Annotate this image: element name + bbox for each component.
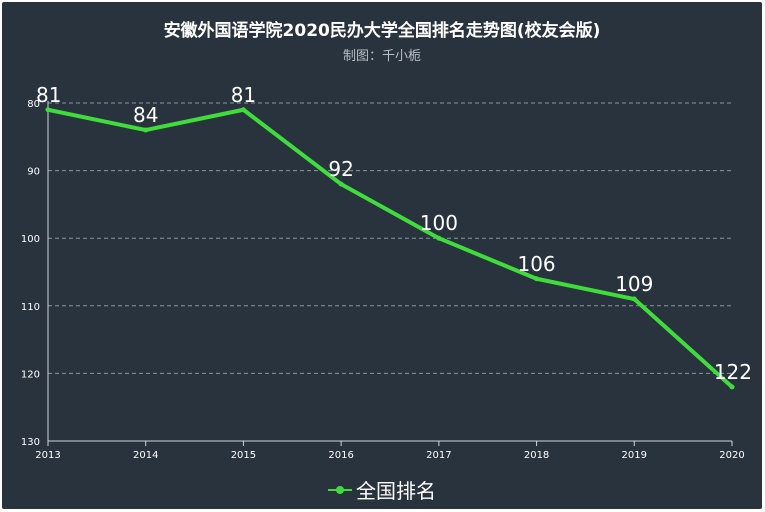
legend-label: 全国排名 (356, 479, 436, 503)
data-label: 109 (615, 272, 653, 296)
data-point (45, 107, 51, 113)
y-tick-label: 100 (21, 234, 40, 245)
data-point (143, 127, 149, 133)
legend-line-dot-icon (328, 483, 352, 497)
data-point (534, 276, 540, 282)
x-tick-label: 2019 (622, 450, 647, 461)
legend[interactable]: 全国排名 (2, 475, 762, 504)
data-label: 84 (133, 103, 158, 127)
x-tick-label: 2013 (35, 450, 60, 461)
chart-title: 安徽外国语学院2020民办大学全国排名走势图(校友会版) (163, 21, 601, 41)
data-label: 92 (328, 157, 353, 181)
x-tick-label: 2020 (719, 450, 744, 461)
data-label: 106 (517, 252, 555, 276)
chart-subtitle: 制图：千小栀 (342, 49, 421, 64)
x-tick-label: 2017 (426, 450, 451, 461)
data-point (338, 181, 344, 187)
x-tick-label: 2016 (328, 450, 353, 461)
legend-item-series[interactable]: 全国排名 (328, 475, 436, 504)
y-tick-label: 80 (27, 99, 40, 110)
data-point (729, 384, 735, 390)
x-tick-label: 2015 (231, 450, 256, 461)
data-point (631, 296, 637, 302)
data-label: 81 (231, 83, 256, 107)
x-tick-label: 2014 (133, 450, 158, 461)
data-label: 122 (714, 360, 752, 384)
data-point (240, 107, 246, 113)
data-label: 81 (36, 83, 61, 107)
x-tick-label: 2018 (524, 450, 549, 461)
y-tick-label: 110 (21, 302, 40, 313)
data-label: 100 (420, 211, 458, 235)
data-point (436, 235, 442, 241)
y-tick-label: 90 (27, 167, 40, 178)
y-tick-label: 120 (21, 369, 40, 380)
series-line (46, 107, 734, 389)
y-tick-label: 130 (21, 437, 40, 448)
